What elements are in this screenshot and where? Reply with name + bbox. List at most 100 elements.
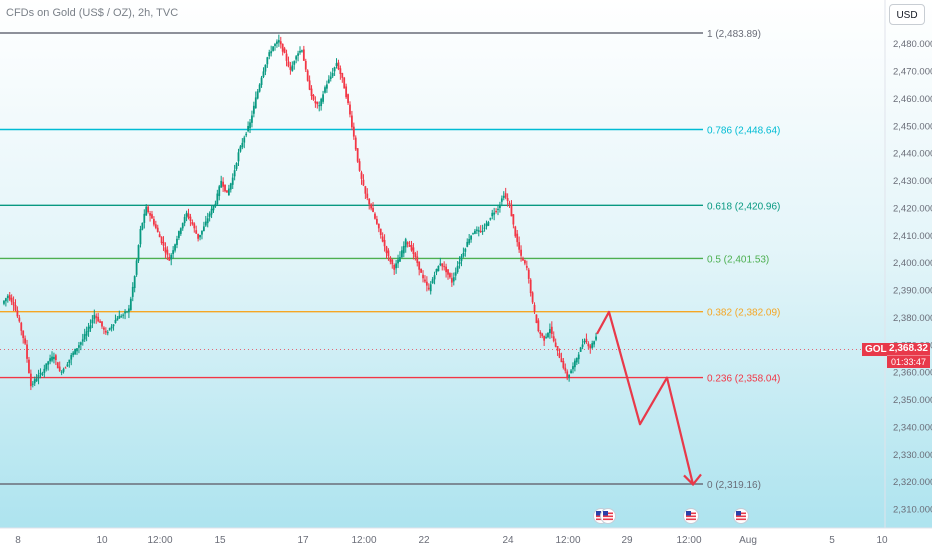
flag-stripe xyxy=(603,518,613,521)
candle-body xyxy=(393,264,396,270)
y-tick-label: 2,310.000 xyxy=(893,505,932,516)
candle-body xyxy=(28,359,30,374)
x-tick-label: 12:00 xyxy=(147,535,172,546)
candle-body xyxy=(566,371,569,379)
candle-body xyxy=(535,314,538,324)
candle-body xyxy=(227,188,230,196)
candle-body xyxy=(212,205,215,211)
candle-body xyxy=(283,48,286,54)
candle-body xyxy=(93,314,96,320)
candle-body xyxy=(6,295,9,298)
flag-stripe xyxy=(686,518,696,521)
candle-body xyxy=(433,275,436,280)
flag-us-icon[interactable] xyxy=(733,508,749,524)
y-tick-label: 2,360.000 xyxy=(893,368,932,379)
currency-button[interactable]: USD xyxy=(889,4,925,25)
candle-body xyxy=(276,41,278,44)
candle-body xyxy=(277,40,280,43)
y-tick-label: 2,340.000 xyxy=(893,422,932,433)
candle-body xyxy=(103,327,105,330)
x-tick-label: 12:00 xyxy=(676,535,701,546)
candle-body xyxy=(176,238,178,245)
flag-us-icon[interactable] xyxy=(600,508,616,524)
candle-body xyxy=(201,230,203,235)
candle-body xyxy=(260,77,263,85)
candle-body xyxy=(160,236,163,244)
current-price-value: 2,368.32 xyxy=(889,343,928,354)
candle-body xyxy=(270,51,273,54)
candle-body xyxy=(410,244,413,251)
candle-body xyxy=(424,279,426,282)
candle-body xyxy=(301,50,303,52)
y-tick-label: 2,460.000 xyxy=(893,94,932,105)
candle-body xyxy=(383,239,386,247)
candle-body xyxy=(452,277,455,282)
fib-label: 0.786 (2,448.64) xyxy=(707,126,780,137)
candle-body xyxy=(218,186,221,196)
candle-body xyxy=(404,239,407,248)
flag-us-icon[interactable] xyxy=(683,508,699,524)
x-axis: 8 10 12:00 15 17 12:00 22 24 12:00 29 12:00 Aug 5 10 xyxy=(0,527,932,550)
candle-body xyxy=(252,105,255,114)
candle-body xyxy=(524,260,526,264)
candle-body xyxy=(231,177,234,185)
x-tick-label: 12:00 xyxy=(555,535,580,546)
y-tick-label: 2,420.000 xyxy=(893,203,932,214)
candle-body xyxy=(64,367,67,369)
candle-body xyxy=(547,333,549,338)
fib-label: 0 (2,319.16) xyxy=(707,480,761,491)
candle-body xyxy=(229,183,232,190)
candle-body xyxy=(456,265,459,273)
candle-body xyxy=(339,68,342,75)
candle-body xyxy=(191,221,194,225)
candle-body xyxy=(206,218,209,224)
candle-body xyxy=(49,358,51,362)
candle-body xyxy=(335,63,338,66)
candle-body xyxy=(587,343,590,347)
candle-body xyxy=(35,378,38,382)
candle-body xyxy=(487,221,490,226)
candle-body xyxy=(552,336,555,342)
candle-body xyxy=(279,41,282,45)
current-price-tag: 2,368.32 01:33:47 xyxy=(887,343,930,368)
candle-body xyxy=(554,342,557,347)
event-icons[interactable] xyxy=(593,508,749,524)
candle-body xyxy=(60,371,63,373)
candle-body xyxy=(41,373,44,375)
candle-body xyxy=(560,358,563,363)
candle-body xyxy=(108,328,111,330)
candle-body xyxy=(85,331,88,336)
x-tick-label: 12:00 xyxy=(351,535,376,546)
candle-body xyxy=(595,336,597,340)
flag-canton xyxy=(596,511,601,516)
candle-body xyxy=(172,250,175,255)
y-tick-label: 2,430.000 xyxy=(893,176,932,187)
candle-body xyxy=(251,115,253,123)
candle-body xyxy=(543,335,546,341)
candle-body xyxy=(518,242,521,250)
candle-body xyxy=(116,318,119,321)
candle-body xyxy=(366,193,369,199)
candle-body xyxy=(512,214,515,225)
candle-body xyxy=(483,227,486,229)
candle-body xyxy=(147,206,150,213)
candle-body xyxy=(68,359,71,364)
candle-body xyxy=(351,115,353,128)
candle-body xyxy=(481,230,484,233)
candle-body xyxy=(322,94,324,102)
candle-body xyxy=(537,320,540,332)
candle-body xyxy=(256,91,259,99)
candle-body xyxy=(562,360,565,368)
x-tick-label: 5 xyxy=(829,535,835,546)
candle-body xyxy=(151,214,153,219)
candle-body xyxy=(47,361,50,365)
x-tick-label: 22 xyxy=(418,535,430,546)
candle-body xyxy=(266,57,269,65)
candle-body xyxy=(420,268,423,273)
candle-body xyxy=(224,184,226,192)
candle-body xyxy=(62,369,65,372)
flag-canton xyxy=(736,511,741,516)
candle-body xyxy=(508,202,511,205)
candle-body xyxy=(258,84,261,92)
